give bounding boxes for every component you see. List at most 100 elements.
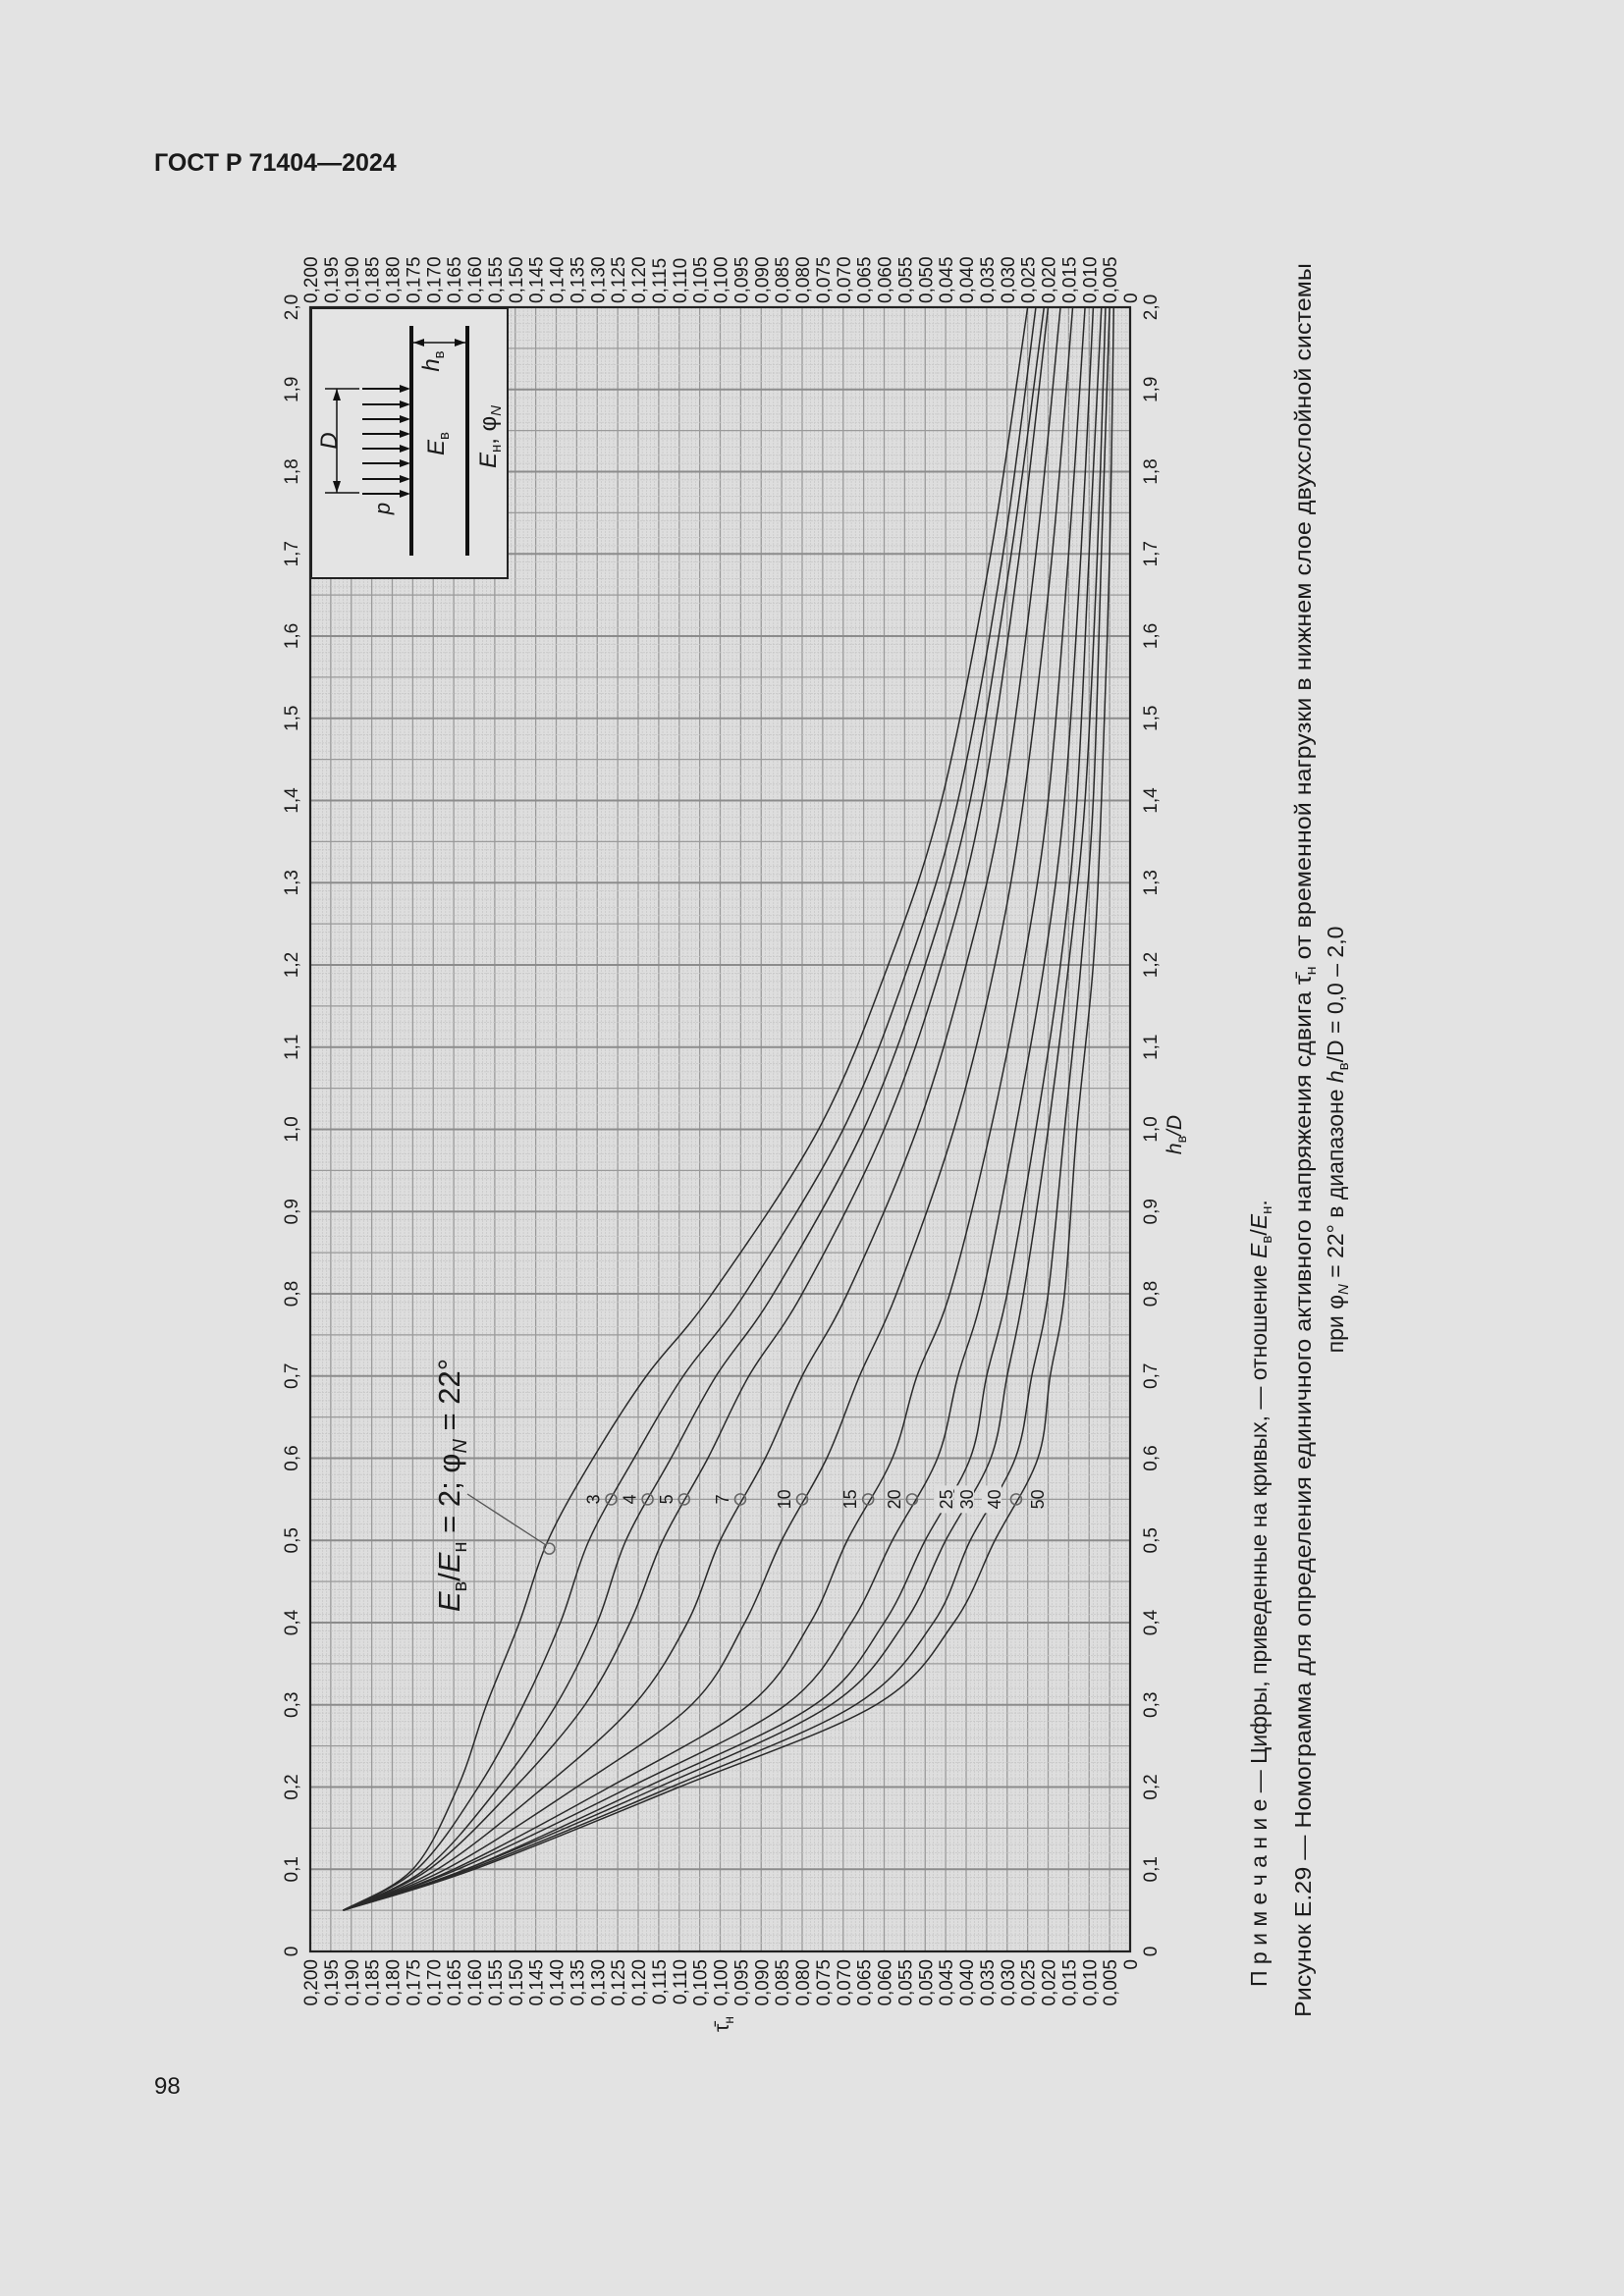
curve-ratio-50 <box>343 306 1115 1911</box>
inset-label-p: p <box>370 503 395 515</box>
inset-label-eb: Eв <box>423 432 453 455</box>
y-tick-label-top: 0,165 <box>445 256 465 303</box>
curve-ratio-10 <box>343 306 1074 1911</box>
x-tick-label-right: 1,9 <box>1141 377 1162 402</box>
x-tick-label-left: 1,8 <box>282 458 302 484</box>
y-tick-label-bottom: 0,010 <box>1080 1959 1101 2006</box>
figure-note: П р и м е ч а н и е — Цифры, приведенные… <box>1246 1200 1275 1987</box>
y-tick-label-bottom: 0,155 <box>486 1959 507 2006</box>
curves <box>343 306 1115 1911</box>
y-tick-label-top: 0,125 <box>609 256 629 303</box>
y-tick-label-bottom: 0,130 <box>588 1959 609 2006</box>
load-arrow-head <box>400 415 410 423</box>
y-tick-label-top: 0,115 <box>650 258 671 303</box>
y-tick-label-top: 0,095 <box>731 256 752 303</box>
x-tick-label-left: 1,2 <box>282 952 302 978</box>
load-arrow-head <box>400 490 410 498</box>
y-tick-label-bottom: 0,180 <box>384 1959 405 2006</box>
y-tick-label-bottom: 0,030 <box>999 1959 1019 2006</box>
y-tick-label-top: 0,185 <box>363 256 384 303</box>
x-tick-label-right: 0,2 <box>1141 1774 1162 1799</box>
figure-caption-line-1: Рисунок Е.29 — Номограмма для определени… <box>1290 263 1320 2017</box>
y-tick-label-top: 0,025 <box>1019 256 1040 303</box>
y-tick-label-bottom: 0,170 <box>424 1959 445 2006</box>
x-tick-label-left: 0 <box>282 1947 302 1957</box>
y-tick-label-bottom: 0,095 <box>731 1959 752 2006</box>
curve-ratio-15 <box>343 306 1086 1911</box>
marker-circle-10 <box>795 1493 809 1506</box>
y-tick-label-top: 0,010 <box>1080 256 1101 303</box>
y-tick-label-top: 0,030 <box>999 256 1019 303</box>
load-arrow-head <box>400 459 410 467</box>
curve-label-4: 4 <box>621 1494 640 1504</box>
y-tick-label-top: 0,105 <box>691 256 712 303</box>
x-tick-label-right: 0,1 <box>1141 1856 1162 1882</box>
x-tick-label-left: 1,4 <box>282 787 302 814</box>
y-tick-label-top: 0,180 <box>384 256 405 303</box>
document-header: ГОСТ Р 71404—2024 <box>154 149 397 177</box>
y-tick-label-bottom: 0,025 <box>1019 1959 1040 2006</box>
y-tick-label-bottom: 0,195 <box>322 1959 343 2006</box>
marker-circle-3 <box>605 1493 618 1506</box>
x-tick-label-left: 1,3 <box>282 870 302 895</box>
x-tick-label-left: 0,8 <box>282 1281 302 1307</box>
x-tick-label-right: 1,4 <box>1141 787 1162 814</box>
y-tick-label-bottom: 0,020 <box>1040 1959 1060 2006</box>
y-tick-label-bottom: 0,035 <box>978 1959 999 2006</box>
tick-labels: 000,0050,0050,0100,0100,0150,0150,0200,0… <box>282 256 1162 2005</box>
x-tick-label-right: 0,3 <box>1141 1692 1162 1718</box>
curve-label-7: 7 <box>713 1494 732 1504</box>
x-tick-label-left: 0,3 <box>282 1692 302 1718</box>
y-tick-label-bottom: 0,200 <box>301 1959 322 2006</box>
y-tick-label-top: 0,045 <box>937 256 957 303</box>
x-tick-label-right: 0,7 <box>1141 1363 1162 1389</box>
load-arrow-head <box>400 430 410 438</box>
y-tick-label-bottom: 0,165 <box>445 1959 465 2006</box>
x-tick-label-right: 1,6 <box>1141 623 1162 649</box>
y-tick-label-top: 0,160 <box>465 256 486 303</box>
curve-ratio-3 <box>343 306 1037 1911</box>
y-tick-label-top: 0,110 <box>671 258 691 303</box>
y-tick-label-top: 0,055 <box>895 256 916 303</box>
y-tick-label-top: 0,040 <box>957 256 978 303</box>
curve-ratio-20 <box>343 306 1095 1911</box>
x-tick-label-left: 0,9 <box>282 1199 302 1224</box>
x-tick-label-right: 0,9 <box>1141 1199 1162 1224</box>
y-tick-label-top: 0,035 <box>978 256 999 303</box>
x-tick-label-right: 1,8 <box>1141 458 1162 484</box>
y-tick-label-bottom: 0,070 <box>835 1959 855 2006</box>
x-tick-label-right: 0 <box>1141 1947 1162 1957</box>
x-tick-label-left: 1,6 <box>282 623 302 649</box>
y-tick-label-top: 0,100 <box>712 256 732 303</box>
curve-markers: 3 4 5 7 10 15 20 25 30 40 50 <box>543 1485 1048 1555</box>
load-arrow-head <box>400 385 410 393</box>
y-tick-label-bottom: 0,005 <box>1101 1959 1121 2006</box>
curve-ratio-5 <box>343 306 1050 1911</box>
y-tick-label-top: 0,145 <box>527 256 548 303</box>
load-arrows-icon <box>362 385 410 498</box>
y-tick-label-top: 0,050 <box>916 256 937 303</box>
x-tick-label-right: 0,5 <box>1141 1527 1162 1553</box>
curve-label-50: 50 <box>1028 1489 1048 1509</box>
y-tick-label-top: 0,155 <box>486 256 507 303</box>
curve-ratio-25 <box>343 306 1103 1911</box>
y-tick-label-top: 0,175 <box>404 256 424 303</box>
y-tick-label-bottom: 0,150 <box>507 1959 527 2006</box>
curve-label-5: 5 <box>657 1494 677 1504</box>
y-tick-label-top: 0,195 <box>322 256 343 303</box>
y-tick-label-bottom: 0,080 <box>793 1959 814 2006</box>
curve-ratio-30 <box>343 306 1107 1911</box>
y-tick-label-bottom: 0,050 <box>916 1959 937 2006</box>
layer-scheme-inset: D p Eв hв Eн, φN <box>310 307 509 579</box>
curve-label-15: 15 <box>840 1489 860 1509</box>
y-tick-label-bottom: 0,040 <box>957 1959 978 2006</box>
x-tick-label-left: 0,4 <box>282 1609 302 1635</box>
y-tick-label-bottom: 0,110 <box>671 1959 691 2004</box>
x-tick-label-left: 2,0 <box>282 294 302 320</box>
label-background <box>934 1485 954 1514</box>
y-tick-label-top: 0,060 <box>876 256 896 303</box>
y-tick-label-top: 0,120 <box>629 256 650 303</box>
y-tick-label-bottom: 0,125 <box>609 1959 629 2006</box>
x-tick-label-right: 1,3 <box>1141 870 1162 895</box>
